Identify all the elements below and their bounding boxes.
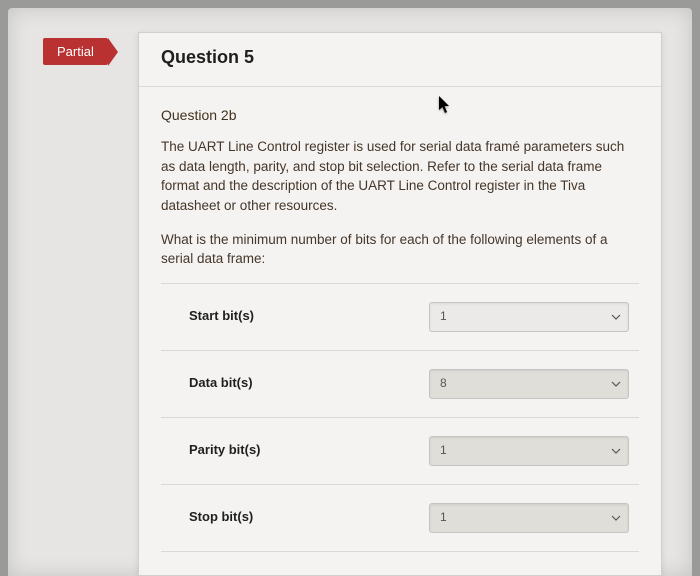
partial-badge: Partial [43,38,108,65]
select-value: 1 [440,308,447,325]
card-header: Question 5 [139,33,661,87]
row-label-data: Data bit(s) [189,374,429,393]
question-paragraph-1: The UART Line Control register is used f… [161,137,639,215]
question-subheading: Question 2b [161,105,639,125]
question-title: Question 5 [161,47,639,68]
question-paragraph-2: What is the minimum number of bits for e… [161,230,639,269]
answers-table: Start bit(s) 1 Data bit(s) 8 [161,283,639,552]
table-row: Start bit(s) 1 [161,284,639,351]
card-body: Question 2b The UART Line Control regist… [139,87,661,562]
row-label-start: Start bit(s) [189,307,429,326]
select-wrapper: 1 [429,436,629,466]
cursor-icon [439,96,451,119]
select-wrapper: 1 [429,302,629,332]
row-label-stop: Stop bit(s) [189,508,429,527]
parity-bits-select[interactable]: 1 [429,436,629,466]
question-card: Question 5 Question 2b The UART Line Con… [138,32,662,576]
start-bits-select[interactable]: 1 [429,302,629,332]
data-bits-select[interactable]: 8 [429,369,629,399]
select-value: 8 [440,375,447,392]
select-value: 1 [440,509,447,526]
table-row: Data bit(s) 8 [161,351,639,418]
select-value: 1 [440,442,447,459]
partial-badge-label: Partial [57,44,94,59]
stop-bits-select[interactable]: 1 [429,503,629,533]
table-row: Parity bit(s) 1 [161,418,639,485]
table-row: Stop bit(s) 1 [161,485,639,552]
page-frame: Partial Question 5 Question 2b The UART … [8,8,692,576]
row-label-parity: Parity bit(s) [189,441,429,460]
select-wrapper: 1 [429,503,629,533]
select-wrapper: 8 [429,369,629,399]
